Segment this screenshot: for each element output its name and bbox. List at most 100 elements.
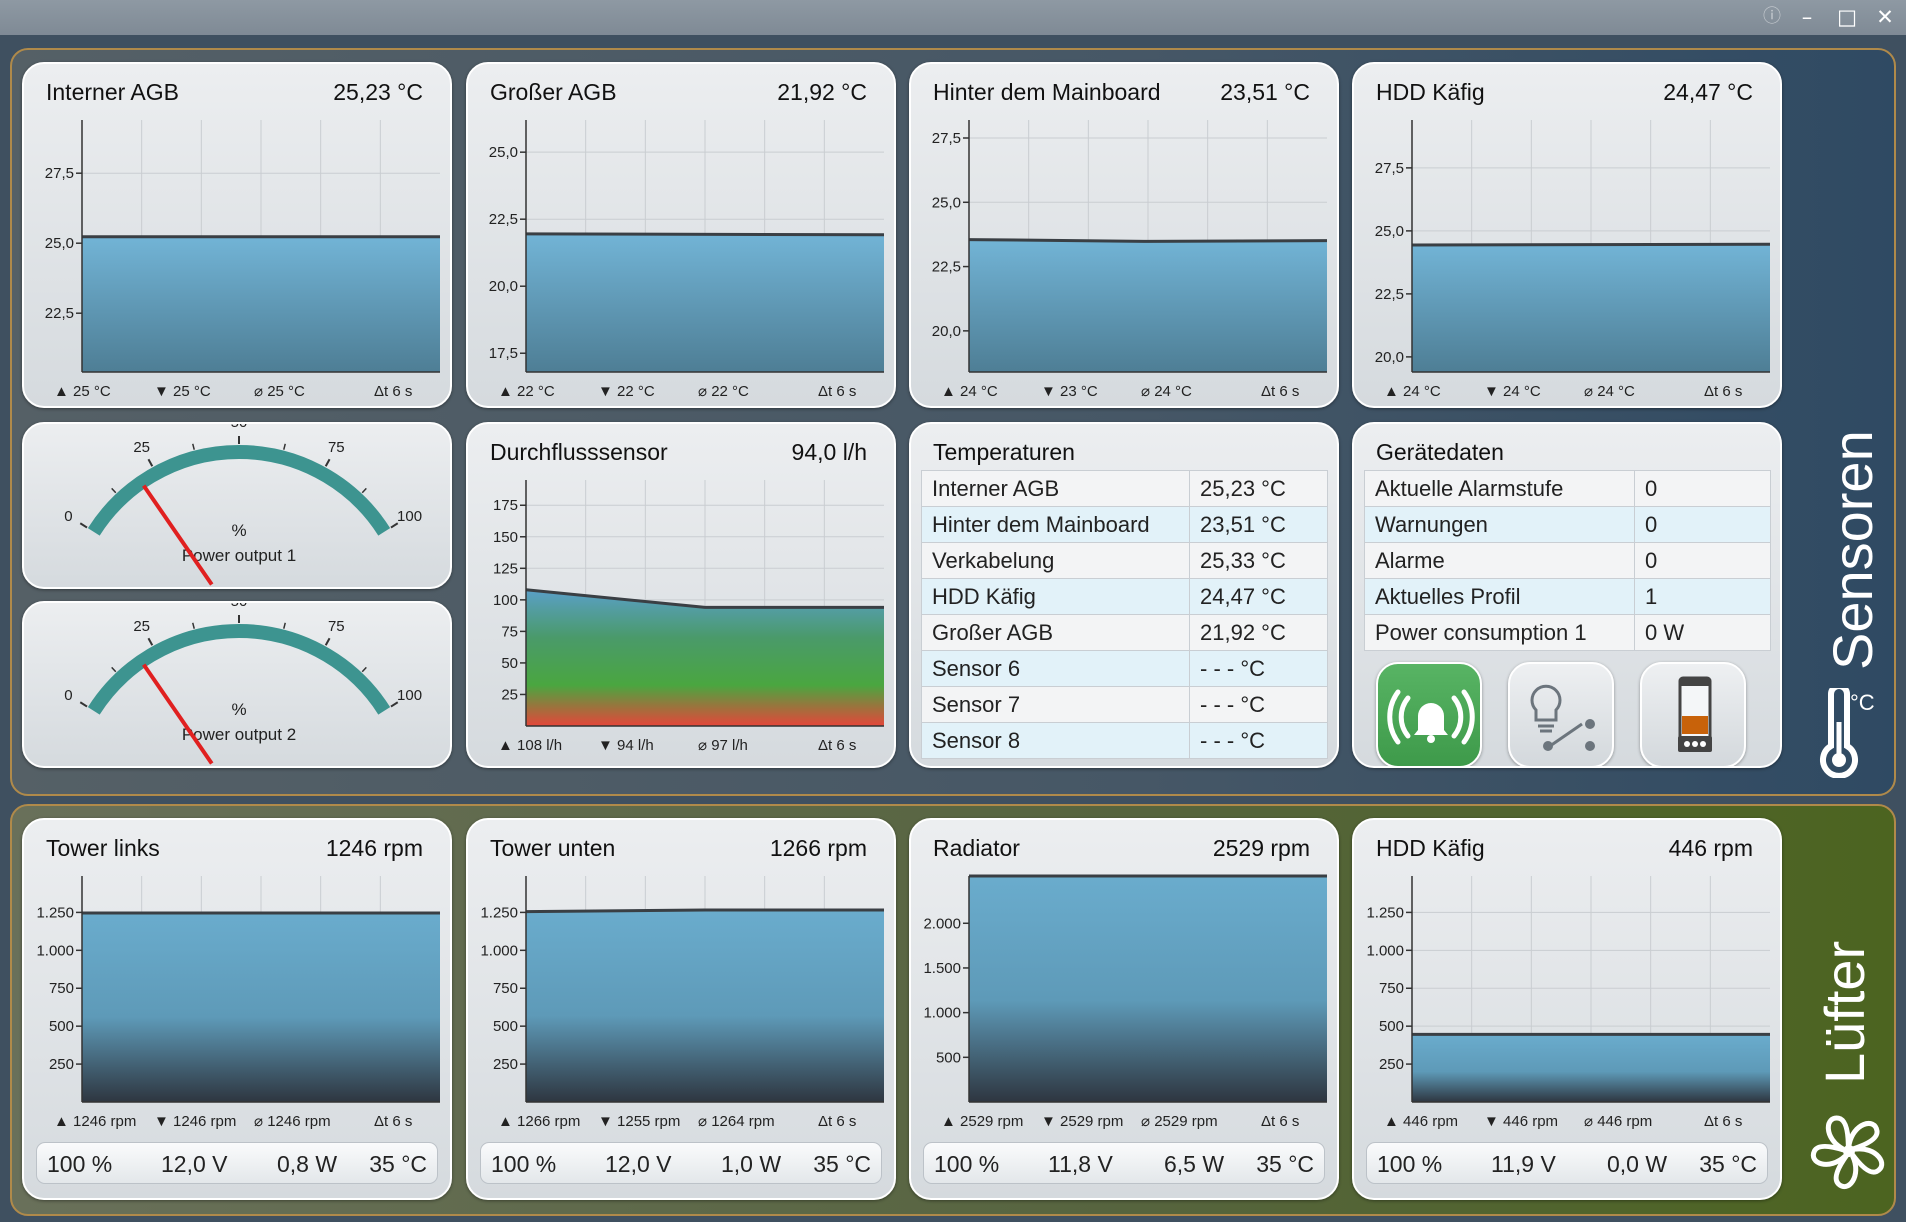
series-area [1412,244,1770,372]
y-tick-label: 250 [49,1056,74,1073]
flow-chart[interactable]: Durchflusssensor 94,0 l/h 175 150 125 100 75… [466,422,896,768]
fan-voltage: 11,8 V [1048,1151,1113,1177]
temperature-name: Sensor 7 [921,686,1190,723]
stat-min: ▼ 2529 rpm [1041,1113,1123,1130]
y-tick-label: 750 [49,980,74,997]
fan-chart-tower-links[interactable]: Tower links 1246 rpm 1.250 1.000 750 500 250… [22,818,452,1200]
temperature-value: 23,51 °C [1189,506,1328,543]
temp-chart-internal-agb[interactable]: Interner AGB 25,23 °C 27,5 25,0 22,5 ▲ 25 °… [22,62,452,408]
series-area [1412,1034,1770,1102]
info-icon[interactable]: ⓘ [1763,6,1781,27]
fan-chart-hdd-kaefig[interactable]: HDD Käfig 446 rpm 1.250 1.000 750 500 250 ▲ 4… [1352,818,1782,1200]
chart-title: Interner AGB [46,79,179,105]
chart-title: Hinter dem Mainboard [933,79,1161,105]
stat-interval: Δt 6 s [374,1113,412,1130]
temp-chart-hinter-mainboard[interactable]: Hinter dem Mainboard 23,51 °C 27,5 25,0 22… [909,62,1339,408]
fan-voltage: 12,0 V [605,1151,672,1177]
device-data-row: Warnungen 0 [1364,506,1771,543]
stat-max: ▲ 2529 rpm [941,1113,1023,1130]
y-tick-label: 150 [493,529,518,546]
device-data-title: Gerätedaten [1376,439,1504,465]
y-tick-label: 750 [1379,980,1404,997]
reservoir-button[interactable] [1640,662,1746,766]
y-tick-label: 25,0 [1375,223,1404,240]
alarm-bell-button[interactable] [1376,662,1482,766]
stat-min: ▼ 1255 rpm [598,1113,680,1130]
device-data-table: Aktuelle Alarmstufe 0 Warnungen 0 Alarme 0 Akt… [1364,470,1771,651]
device-data-name: Aktuelles Profil [1364,578,1635,615]
fan-chart-tower-unten[interactable]: Tower unten 1266 rpm 1.250 1.000 750 500 250… [466,818,896,1200]
chart-title: Tower links [46,835,160,861]
stat-avg: ⌀ 24 °C [1141,383,1192,400]
gauge-minor-tick [361,666,367,673]
gauge-power-output-1[interactable]: 0 25 50 75 100% Power output 1 [22,422,452,589]
close-button[interactable]: ✕ [1876,5,1894,29]
chart-canvas: 27,5 25,0 22,5 20,0 ▲ 24 °C ▼ 24 °C ⌀ 24 °C Δt … [1375,120,1771,400]
y-tick-label: 25,0 [45,235,74,252]
light-switch-button[interactable] [1508,662,1614,766]
series-area [969,876,1327,1102]
gauge-arc [87,624,391,715]
y-tick-label: 250 [493,1056,518,1073]
series-line [1411,242,1771,247]
gauge-tick-label: 100 [397,508,422,525]
gauge-minor-tick [111,666,117,673]
gauge-tick [390,701,399,708]
y-tick-label: 1.500 [923,960,961,977]
y-tick-label: 2.000 [923,915,961,932]
series-area [969,239,1327,372]
series-area [82,913,440,1102]
gauge-tick [324,458,331,467]
temperature-row: Großer AGB 21,92 °C [921,614,1328,651]
fan-status-row: 100 % 11,8 V 6,5 W 35 °C [923,1142,1325,1184]
temperature-row: Interner AGB 25,23 °C [921,470,1328,507]
chart-value: 2529 rpm [1212,835,1310,861]
temp-chart-grosser-agb[interactable]: Großer AGB 21,92 °C 25,0 22,5 20,0 17,5 ▲ 22… [466,62,896,408]
stat-max: ▲ 25 °C [54,383,111,400]
chart-title: Tower unten [490,835,616,861]
chart-value: 25,23 °C [333,79,423,105]
temperature-value: 21,92 °C [1189,614,1328,651]
stat-avg: ⌀ 1246 rpm [254,1113,331,1130]
chart-title: HDD Käfig [1376,835,1485,861]
celsius-unit: °C [1850,690,1875,715]
chart-value: 1266 rpm [769,835,867,861]
y-tick-label: 25,0 [932,194,961,211]
chart-title: Durchflusssensor [490,439,668,465]
fan-temperature: 35 °C [1699,1151,1757,1177]
y-tick-label: 25 [501,686,518,703]
y-tick-label: 125 [493,560,518,577]
alarm-bell-icon [1387,689,1475,745]
gauge-label: Power output 2 [182,725,296,744]
temperatures-title: Temperaturen [933,439,1075,465]
stat-min: ▼ 24 °C [1484,383,1541,400]
gauge-power-output-2[interactable]: 0 25 50 75 100% Power output 2 [22,601,452,768]
stat-max: ▲ 24 °C [1384,383,1441,400]
temperature-name: Sensor 6 [921,650,1190,687]
gauge-tick-label: 50 [231,424,248,431]
y-tick-label: 1.250 [480,904,518,921]
maximize-button[interactable]: □ [1837,5,1857,29]
stat-avg: ⌀ 1264 rpm [698,1113,775,1130]
temp-chart-hdd-kaefig[interactable]: HDD Käfig 24,47 °C 27,5 25,0 22,5 20,0 ▲ 24 … [1352,62,1782,408]
stat-min: ▼ 23 °C [1041,383,1098,400]
stat-min: ▼ 94 l/h [598,737,654,754]
gauge-unit: % [231,700,246,719]
minimize-button[interactable]: – [1801,5,1813,29]
stat-interval: Δt 6 s [1704,1113,1742,1130]
temperature-row: Sensor 8- - - °C [921,722,1328,759]
gauge-tick-label: 25 [133,618,150,635]
fan-icon [1804,1106,1894,1196]
fan-chart-radiator[interactable]: Radiator 2529 rpm 2.000 1.500 1.000 500 ▲ 25… [909,818,1339,1200]
stat-max: ▲ 24 °C [941,383,998,400]
temperature-name: Hinter dem Mainboard [921,506,1190,543]
chart-canvas: 1.250 1.000 750 500 250 ▲ 1246 rpm ▼ 1246 rpm ⌀… [36,876,440,1130]
fan-power-percent: 100 % [1377,1151,1443,1177]
y-tick-label: 250 [1379,1056,1404,1073]
gauge-needle [142,484,214,586]
chart-value: 24,47 °C [1663,79,1753,105]
chart-value: 94,0 l/h [791,439,867,465]
fan-power-percent: 100 % [491,1151,557,1177]
gauge-needle [142,663,214,765]
